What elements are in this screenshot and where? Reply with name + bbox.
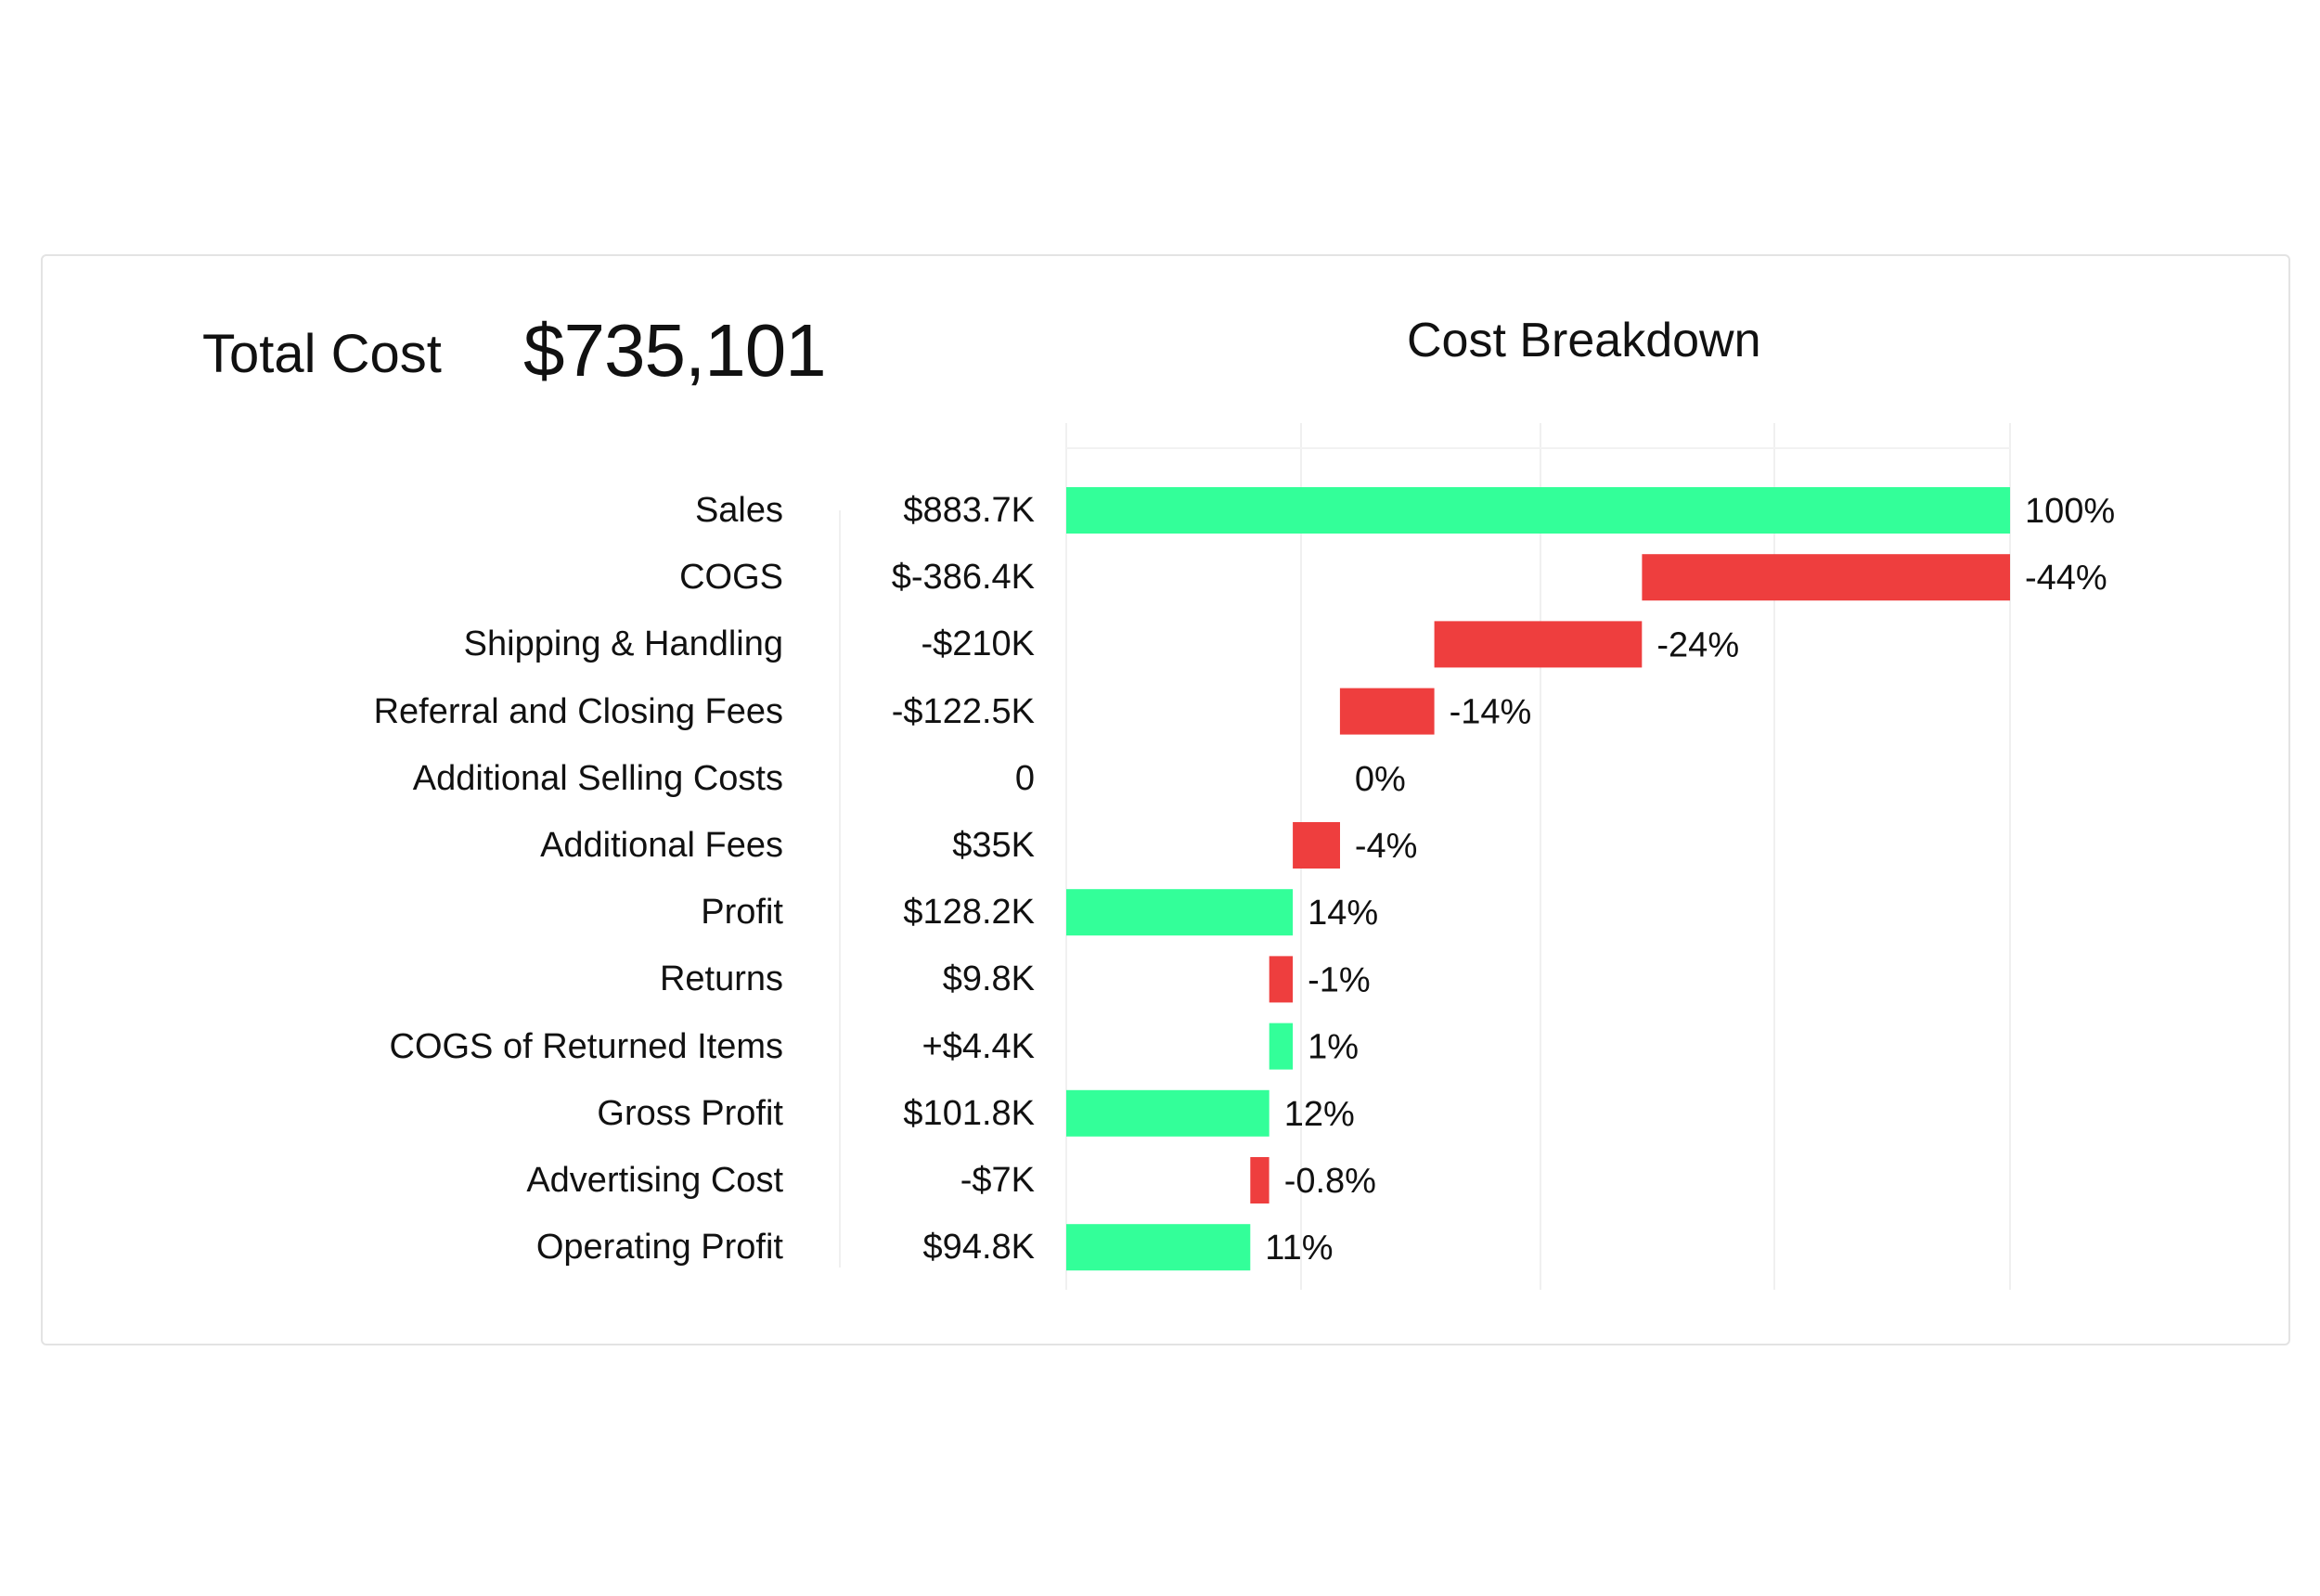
- row-label: Returns: [659, 959, 783, 999]
- bar-percent-label: -44%: [2025, 559, 2107, 598]
- row-label: Shipping & Handling: [463, 624, 783, 664]
- bar-positive: [1269, 1023, 1294, 1070]
- bar-negative: [1250, 1157, 1270, 1203]
- bar-percent-label: -1%: [1308, 960, 1371, 999]
- row-label: Additional Selling Costs: [412, 758, 783, 798]
- row-value: $-386.4K: [891, 558, 1035, 598]
- bar-percent-label: 11%: [1265, 1229, 1333, 1268]
- row-label: Profit: [701, 893, 783, 933]
- row-value: -$122.5K: [891, 691, 1035, 731]
- bar-percent-label: -24%: [1656, 625, 1739, 664]
- bar-positive: [1066, 487, 2010, 534]
- bar-percent-label: 14%: [1308, 894, 1378, 933]
- bar-percent-label: 1%: [1308, 1028, 1359, 1067]
- row-label: Operating Profit: [535, 1228, 783, 1268]
- bar-negative: [1339, 688, 1435, 735]
- cost-breakdown-card: [41, 254, 2290, 1345]
- row-label: Referral and Closing Fees: [373, 691, 783, 731]
- total-cost-value: $735,101: [523, 309, 827, 392]
- bar-percent-label: -4%: [1355, 827, 1418, 866]
- row-value: +$4.4K: [922, 1026, 1036, 1066]
- row-value: $9.8K: [942, 959, 1035, 999]
- row-label: COGS of Returned Items: [389, 1026, 784, 1066]
- row-label: Sales: [694, 491, 783, 530]
- row-label: Advertising Cost: [526, 1161, 783, 1200]
- bar-percent-label: 0%: [1355, 760, 1406, 799]
- row-value: $128.2K: [903, 893, 1035, 933]
- row-value: $35K: [952, 826, 1035, 865]
- row-value: $101.8K: [903, 1093, 1035, 1133]
- chart-title: Cost Breakdown: [1407, 314, 1761, 367]
- row-label: Additional Fees: [540, 826, 783, 865]
- row-value: -$7K: [960, 1161, 1035, 1200]
- bar-percent-label: -0.8%: [1284, 1162, 1376, 1201]
- bar-negative: [1269, 956, 1294, 1003]
- column-separator: [839, 510, 841, 1268]
- bar-positive: [1066, 889, 1294, 936]
- bar-percent-label: 12%: [1284, 1095, 1355, 1134]
- bar-negative: [1642, 554, 2010, 601]
- bar-percent-label: 100%: [2025, 492, 2115, 531]
- bar-negative: [1293, 822, 1340, 869]
- row-label: COGS: [679, 558, 783, 598]
- row-label: Gross Profit: [597, 1093, 783, 1133]
- row-value: 0: [1014, 758, 1035, 798]
- row-value: $883.7K: [903, 491, 1035, 530]
- bar-positive: [1066, 1224, 1251, 1271]
- total-cost-label: Total Cost: [202, 324, 442, 384]
- bar-percent-label: -14%: [1450, 693, 1532, 732]
- row-value: $94.8K: [922, 1228, 1035, 1268]
- row-value: -$210K: [921, 624, 1035, 664]
- bar-negative: [1434, 621, 1643, 668]
- bar-positive: [1066, 1089, 1270, 1137]
